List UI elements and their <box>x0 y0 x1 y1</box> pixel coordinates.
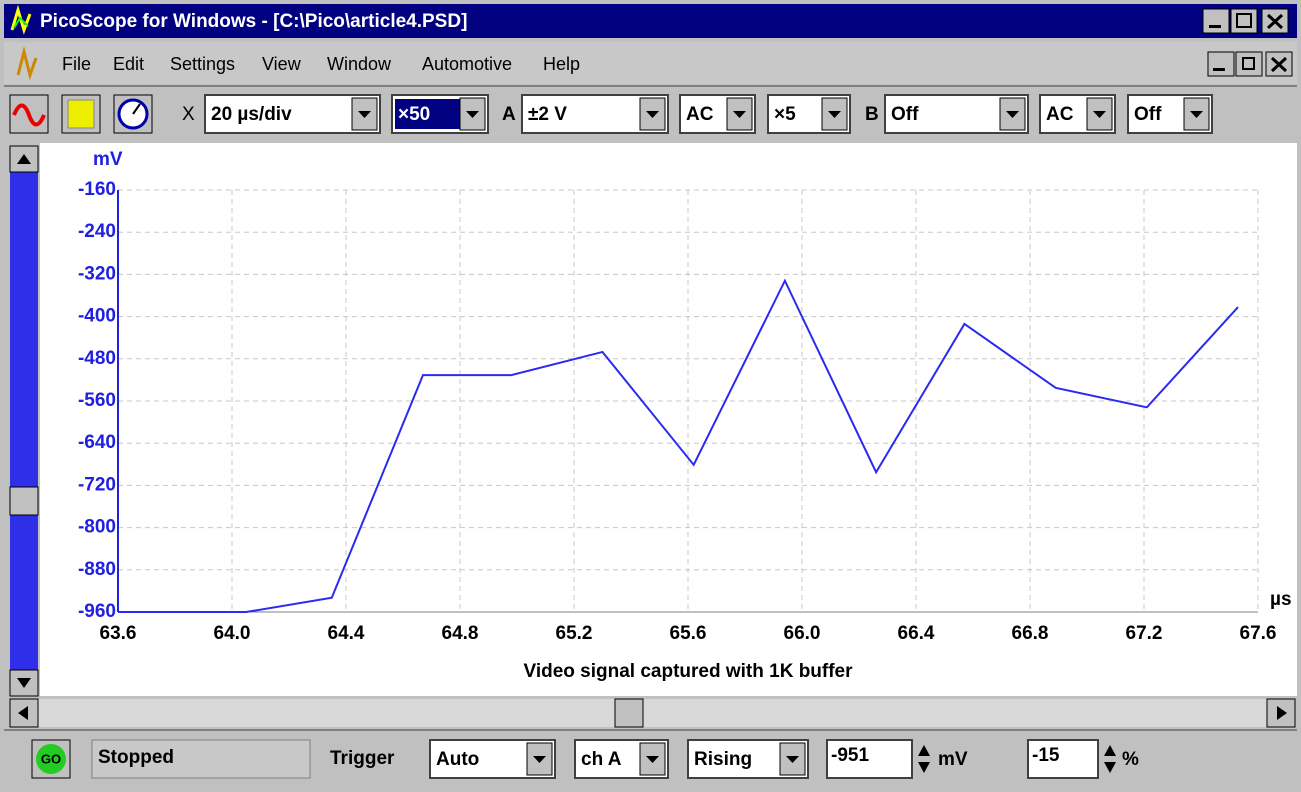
y-tick-label: -640 <box>78 432 116 453</box>
dropdown-arrow <box>533 756 546 763</box>
x-tick-label: 66.4 <box>898 623 935 644</box>
window-title: PicoScope for Windows - [C:\Pico\article… <box>40 11 467 32</box>
edit-box[interactable] <box>1027 739 1099 779</box>
selection <box>395 99 461 129</box>
dropdown-arrow <box>646 756 659 763</box>
x-tick-label: 64.0 <box>214 623 251 644</box>
unit-label: % <box>1122 749 1139 770</box>
y-tick-label: -160 <box>78 179 116 200</box>
data-line <box>118 278 1239 613</box>
menu-item[interactable]: File <box>62 54 91 74</box>
menu-item[interactable]: View <box>262 54 302 74</box>
dropdown-button[interactable] <box>351 97 378 131</box>
window-buttons[interactable] <box>1202 8 1289 34</box>
title-bar <box>4 4 1297 38</box>
plot-background <box>40 143 1297 696</box>
dropdown-button[interactable] <box>999 97 1026 131</box>
dropdown-arrow <box>1190 111 1203 118</box>
y-unit: mV <box>93 149 123 170</box>
y-tick-label: -320 <box>78 263 116 284</box>
dropdown[interactable] <box>204 94 381 134</box>
dropdown-value[interactable]: Off <box>1134 104 1162 125</box>
edit-box[interactable] <box>826 739 913 779</box>
menu-item[interactable]: Edit <box>113 54 144 74</box>
spinner[interactable] <box>918 745 930 773</box>
dropdown-value[interactable]: ×50 <box>398 104 430 125</box>
dropdown-value[interactable]: ×5 <box>774 104 796 125</box>
x-tick-label: 65.6 <box>670 623 707 644</box>
go-label[interactable]: GO <box>41 751 61 766</box>
dropdown-value[interactable]: AC <box>686 104 714 125</box>
y-tick-label: -240 <box>78 221 116 242</box>
dropdown-button[interactable] <box>459 97 486 131</box>
dropdown-value[interactable]: Auto <box>436 749 479 770</box>
y-tick-label: -400 <box>78 306 116 327</box>
y-tick-label: -720 <box>78 474 116 495</box>
dropdown-value[interactable]: Rising <box>694 749 752 770</box>
dropdown-value[interactable]: ch A <box>581 749 622 770</box>
menu-item[interactable]: Window <box>327 54 392 74</box>
menu-bar <box>4 42 1297 84</box>
dropdown-arrow <box>733 111 746 118</box>
x-tick-label: 64.4 <box>328 623 365 644</box>
x-tick-label: 63.6 <box>100 623 137 644</box>
x-tick-label: 66.8 <box>1012 623 1049 644</box>
y-tick-label: -560 <box>78 390 116 411</box>
x-tick-label: 67.6 <box>1240 623 1277 644</box>
dropdown-arrow <box>466 111 479 118</box>
dropdown-arrow <box>1093 111 1106 118</box>
x-tick-label: 67.2 <box>1126 623 1163 644</box>
toolbar-label: A <box>502 104 516 125</box>
toolbar-icons[interactable] <box>9 94 153 134</box>
dropdown-button[interactable] <box>726 97 753 131</box>
dropdown-value[interactable]: AC <box>1046 104 1074 125</box>
dropdown-arrow <box>358 111 371 118</box>
trigger-label: Trigger <box>330 748 395 769</box>
dropdown-value[interactable]: ±2 V <box>528 104 567 125</box>
chart-title: Video signal captured with 1K buffer <box>523 661 853 682</box>
dropdown-arrow <box>646 111 659 118</box>
horizontal-scrollbar[interactable] <box>9 698 1296 728</box>
y-tick-label: -880 <box>78 559 116 580</box>
go-button[interactable] <box>31 739 71 779</box>
x-tick-label: 66.0 <box>784 623 821 644</box>
y-tick-label: -960 <box>78 601 116 622</box>
menu-item[interactable]: Help <box>543 54 580 74</box>
status-box <box>91 739 311 779</box>
dropdown-arrow <box>828 111 841 118</box>
toolbar-label: B <box>865 104 879 125</box>
dropdown-value[interactable]: 20 µs/div <box>211 104 292 125</box>
y-tick-label: -480 <box>78 348 116 369</box>
x-unit: µs <box>1270 589 1292 610</box>
vertical-scrollbar[interactable] <box>9 145 39 697</box>
menu-item[interactable]: Settings <box>170 54 235 74</box>
x-tick-label: 64.8 <box>442 623 479 644</box>
edit-value[interactable]: -15 <box>1032 745 1060 766</box>
dropdown-value[interactable]: Off <box>891 104 919 125</box>
status-text: Stopped <box>98 747 174 768</box>
unit-label: mV <box>938 749 968 770</box>
dropdown-arrow <box>786 756 799 763</box>
app-icon <box>10 4 32 35</box>
toolbar-label: X <box>182 104 195 125</box>
edit-value[interactable]: -951 <box>831 745 869 766</box>
dropdown-arrow <box>1006 111 1019 118</box>
mdi-buttons[interactable] <box>1207 51 1293 77</box>
spinner[interactable] <box>1104 745 1116 773</box>
menu-item[interactable]: Automotive <box>422 54 512 74</box>
menu-icon <box>16 46 38 81</box>
chart: mV µs Video signal captured with 1K buff… <box>78 149 1292 682</box>
x-tick-label: 65.2 <box>556 623 593 644</box>
y-tick-label: -800 <box>78 517 116 538</box>
